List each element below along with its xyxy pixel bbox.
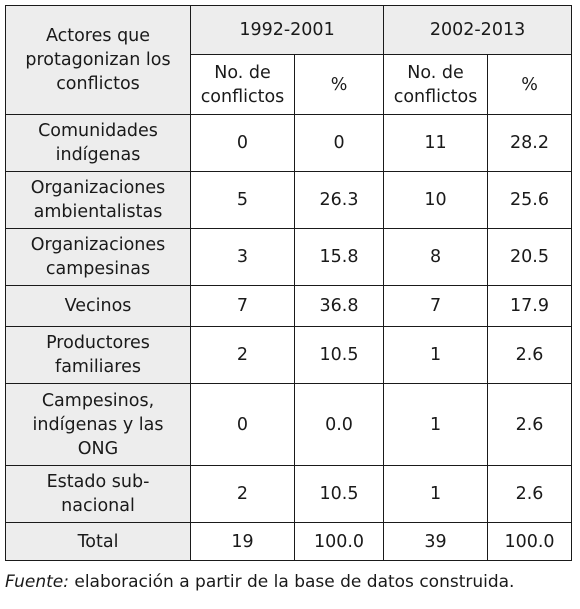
count-cell: 1 xyxy=(383,383,489,466)
percent-cell: 15.8 xyxy=(293,228,385,286)
total-label-cell: Total xyxy=(5,522,191,561)
count-cell: 7 xyxy=(190,285,295,327)
percent-cell: 25.6 xyxy=(487,171,573,229)
total-percent-cell: 100.0 xyxy=(293,522,385,561)
count-cell: 1 xyxy=(383,326,489,384)
percent-cell: 36.8 xyxy=(293,285,385,327)
percent-header-period1: % xyxy=(293,54,385,115)
percent-cell: 17.9 xyxy=(487,285,573,327)
count-cell: 3 xyxy=(190,228,295,286)
actor-column-header: Actores que protagonizan los conflictos xyxy=(5,5,191,115)
count-cell: 7 xyxy=(383,285,489,327)
count-cell: 2 xyxy=(190,465,295,523)
source-note: Fuente: elaboración a partir de la base … xyxy=(5,570,514,594)
actor-cell: Organizaciones campesinas xyxy=(5,228,191,286)
total-row: Total 19 100.0 39 100.0 xyxy=(5,522,573,561)
percent-cell: 0.0 xyxy=(293,383,385,466)
actor-cell: Vecinos xyxy=(5,285,191,327)
conflicts-table: Actores que protagonizan los conflictos … xyxy=(5,5,573,561)
actor-cell: Estado sub-nacional xyxy=(5,465,191,523)
table-row: Campesinos, indígenas y las ONG 0 0.0 1 … xyxy=(5,383,573,466)
period-2002-2013-header: 2002-2013 xyxy=(383,5,573,55)
total-percent-cell: 100.0 xyxy=(487,522,573,561)
percent-cell: 20.5 xyxy=(487,228,573,286)
count-cell: 0 xyxy=(190,114,295,172)
count-cell: 11 xyxy=(383,114,489,172)
actor-cell: Productores familiares xyxy=(5,326,191,384)
count-cell: 10 xyxy=(383,171,489,229)
table-row: Vecinos 7 36.8 7 17.9 xyxy=(5,285,573,327)
percent-cell: 2.6 xyxy=(487,465,573,523)
percent-header-period2: % xyxy=(487,54,573,115)
percent-cell: 26.3 xyxy=(293,171,385,229)
source-text: elaboración a partir de la base de datos… xyxy=(68,572,515,592)
table-container: Actores que protagonizan los conflictos … xyxy=(5,5,573,592)
count-cell: 1 xyxy=(383,465,489,523)
table-row: Organizaciones campesinas 3 15.8 8 20.5 xyxy=(5,228,573,286)
actor-cell: Comunidades indígenas xyxy=(5,114,191,172)
percent-cell: 10.5 xyxy=(293,326,385,384)
table-row: Organizaciones ambientalistas 5 26.3 10 … xyxy=(5,171,573,229)
table-row: Productores familiares 2 10.5 1 2.6 xyxy=(5,326,573,384)
count-cell: 0 xyxy=(190,383,295,466)
table-row: Comunidades indígenas 0 0 11 28.2 xyxy=(5,114,573,172)
count-header-period2: No. de conflictos xyxy=(383,54,489,115)
actor-cell: Organizaciones ambientalistas xyxy=(5,171,191,229)
table-row: Estado sub-nacional 2 10.5 1 2.6 xyxy=(5,465,573,523)
percent-cell: 10.5 xyxy=(293,465,385,523)
period-1992-2001-header: 1992-2001 xyxy=(189,5,385,55)
total-count-cell: 19 xyxy=(190,522,295,561)
source-label: Fuente: xyxy=(5,572,69,592)
percent-cell: 0 xyxy=(293,114,385,172)
count-header-period1: No. de conflictos xyxy=(190,54,295,115)
count-cell: 8 xyxy=(383,228,489,286)
percent-cell: 2.6 xyxy=(487,383,573,466)
count-cell: 5 xyxy=(190,171,295,229)
count-cell: 2 xyxy=(190,326,295,384)
percent-cell: 28.2 xyxy=(487,114,573,172)
percent-cell: 2.6 xyxy=(487,326,573,384)
actor-cell: Campesinos, indígenas y las ONG xyxy=(5,383,191,466)
total-count-cell: 39 xyxy=(383,522,489,561)
